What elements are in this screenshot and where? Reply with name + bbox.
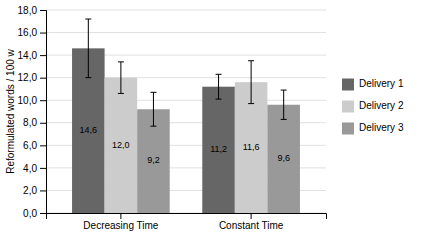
error-bar	[118, 62, 124, 94]
series	[105, 61, 268, 213]
legend: Delivery 1 Delivery 2 Delivery 3	[342, 78, 404, 134]
data-label: 11,2	[210, 144, 227, 154]
y-tick: 12,0	[18, 72, 46, 83]
error-bar	[150, 92, 156, 126]
y-tick: 14,0	[18, 50, 46, 61]
tick-mark	[40, 10, 46, 11]
legend-swatch	[342, 101, 354, 113]
tick-label: 10,0	[18, 95, 38, 106]
tick-label: Constant Time	[219, 220, 284, 231]
bar	[267, 105, 300, 213]
tick-label: 12,0	[18, 72, 38, 83]
tick-mark	[40, 78, 46, 79]
data-label: 9,2	[147, 155, 160, 165]
tick-mark	[251, 213, 252, 219]
tick-label: 6,0	[23, 140, 37, 151]
legend-swatch	[342, 123, 354, 135]
tick-mark	[40, 213, 46, 214]
error-bar	[248, 61, 254, 104]
y-axis: 0,0 2,0 4,0 6,0 8,0 10,0 12,0 14,0 16,0 18,0	[18, 5, 47, 219]
tick-mark	[40, 123, 46, 124]
x-tick: Decreasing Time	[83, 213, 158, 231]
legend-label: Delivery 2	[359, 100, 404, 111]
tick-label: 18,0	[18, 5, 38, 16]
legend-label: Delivery 1	[359, 78, 404, 89]
bar	[202, 87, 235, 213]
legend-swatch	[342, 79, 354, 91]
tick-mark	[40, 168, 46, 169]
y-tick: 18,0	[18, 5, 46, 16]
data-label: 12,0	[112, 140, 130, 150]
y-tick: 4,0	[23, 163, 46, 174]
axis-line	[40, 11, 47, 214]
y-tick: 8,0	[23, 117, 46, 128]
axis-line	[47, 214, 327, 220]
legend-label: Delivery 3	[359, 122, 404, 133]
tick-mark	[40, 190, 46, 191]
data-label: 9,6	[277, 153, 290, 163]
data-label: 11,6	[243, 142, 260, 152]
y-tick: 0,0	[23, 208, 46, 219]
error-bar	[216, 74, 222, 99]
x-axis: Decreasing Time Constant Time	[47, 213, 327, 231]
tick-mark	[40, 145, 46, 146]
tick-mark	[40, 55, 46, 56]
tick-mark	[40, 100, 46, 101]
tick-label: 14,0	[18, 50, 38, 61]
legend-item: Delivery 1	[342, 78, 404, 90]
data-label: 14,6	[80, 125, 98, 135]
plot: 0,0 2,0 4,0 6,0 8,0 10,0 12,0 14,0 16,0 18,0 Decre…	[18, 5, 327, 231]
grid-line	[46, 10, 326, 11]
error-bar	[85, 19, 91, 78]
error-bar	[281, 90, 287, 119]
series	[137, 90, 300, 213]
y-tick: 10,0	[18, 95, 46, 106]
x-tick: Constant Time	[219, 213, 284, 231]
y-tick: 2,0	[23, 185, 46, 196]
tick-label: 0,0	[23, 208, 37, 219]
series	[72, 19, 235, 213]
grid	[46, 10, 326, 213]
legend-item: Delivery 2	[342, 100, 404, 112]
data-labels: 14,6 11,2 12,0 11,6 9,2 9,6	[80, 125, 290, 165]
tick-label: Decreasing Time	[83, 220, 158, 231]
chart: 0,0 2,0 4,0 6,0 8,0 10,0 12,0 14,0 16,0 18,0 Decre…	[0, 0, 426, 237]
legend-item: Delivery 3	[342, 122, 404, 134]
tick-mark	[40, 33, 46, 34]
tick-label: 2,0	[23, 185, 37, 196]
y-axis-title: Reformulated words / 100 w	[5, 48, 16, 173]
y-tick: 6,0	[23, 140, 46, 151]
bar	[105, 78, 138, 213]
marks	[72, 19, 300, 213]
y-tick: 16,0	[18, 27, 46, 38]
tick-label: 4,0	[23, 163, 37, 174]
tick-label: 16,0	[18, 27, 38, 38]
tick-mark	[120, 213, 121, 219]
tick-label: 8,0	[23, 117, 37, 128]
